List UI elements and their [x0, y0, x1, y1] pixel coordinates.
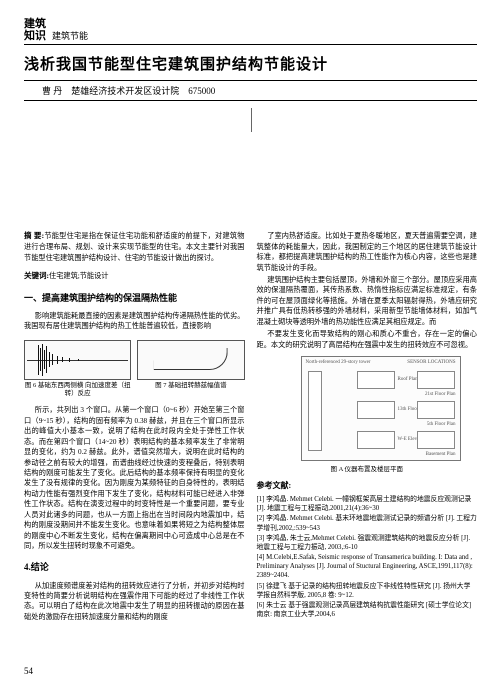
- page-header: 建筑 知识 建筑节能: [24, 18, 477, 45]
- figure-7: 图 7 基础扭转赫兹幅值谱: [137, 340, 244, 398]
- figure-6: 图 6 基础东西两侧横 向加速度差（扭转）反应: [24, 340, 131, 398]
- author-line: 曹 丹 楚雄经济技术开发区设计院 675000: [24, 80, 477, 101]
- author-name: 曹 丹: [42, 86, 62, 96]
- figure-row: 图 6 基础东西两侧横 向加速度差（扭转）反应 图 7 基础扭转赫兹幅值谱: [24, 340, 245, 398]
- journal-line1: 建筑: [24, 18, 46, 30]
- abstract-text: 节能型住宅是指在保证住宅功能和舒适度的前提下，对建筑物进行合理布局、规划、设计来…: [24, 232, 245, 261]
- left-column: 摘 要:节能型住宅是指在保证住宅功能和舒适度的前提下，对建筑物进行合理布局、规划…: [24, 231, 245, 624]
- left-para-1: 影响建筑能耗最直接的因素是建筑围护结构传递隔热性能的优劣。我国现有居住建筑围护结…: [24, 311, 245, 332]
- left-para-3: 从加速度频谱度差对结构的扭转效应进行了分析，并初步对结构时变特性的简要分析说明结…: [24, 581, 245, 623]
- keywords-label: 关键词:: [24, 271, 49, 280]
- center-divider: [251, 108, 252, 132]
- journal-line2: 知识: [24, 30, 46, 42]
- figure-7-graphic: [137, 340, 244, 380]
- abstract: 摘 要:节能型住宅是指在保证住宅功能和舒适度的前提下，对建筑物进行合理布局、规划…: [24, 231, 245, 263]
- figA-plan4: 5th Floor Plan: [427, 421, 456, 428]
- figure-6-caption: 图 6 基础东西两侧横 向加速度差（扭转）反应: [24, 382, 131, 398]
- header-rule: [24, 44, 477, 45]
- figA-title: North-referenced 29-story tower: [306, 359, 371, 366]
- figA-plan1: Roof Plan: [398, 376, 418, 383]
- journal-name: 建筑 知识: [24, 18, 46, 42]
- references-heading: 参考文献:: [257, 480, 478, 492]
- section-4-heading: 4.结论: [24, 561, 245, 574]
- reference-4: [4] M.Celebi,E.Safak, Seismic response o…: [257, 553, 478, 581]
- right-para-2: 建筑围护结构主要包括屋顶，外墙和外窗三个部分。屋顶应采用高效的保温隔热覆面，其传…: [257, 275, 478, 327]
- article-title: 浅析我国节能型住宅建筑围护结构节能设计: [24, 53, 477, 74]
- figA-plan5: Basement Plan: [426, 451, 456, 458]
- journal-sub: 建筑节能: [52, 29, 88, 42]
- author-affiliation: 楚雄经济技术开发区设计院: [71, 86, 179, 96]
- section-1-heading: 一、提高建筑围护结构的保温隔热性能: [24, 292, 245, 305]
- main-content: 摘 要:节能型住宅是指在保证住宅功能和舒适度的前提下，对建筑物进行合理布局、规划…: [24, 231, 477, 624]
- keywords: 关键词:住宅建筑;节能设计: [24, 271, 245, 282]
- right-para-1: 了室内热舒适度。比如处于夏热冬暖地区，夏天普遍需要空调，建筑整体的耗能量大，因此…: [257, 231, 478, 273]
- figure-7-caption: 图 7 基础扭转赫兹幅值谱: [137, 382, 244, 390]
- figure-a-graphic: North-referenced 29-story tower SENSOR L…: [301, 356, 461, 461]
- figA-plan2: 21st Floor Plan: [425, 391, 456, 398]
- keywords-text: 住宅建筑;节能设计: [49, 272, 109, 280]
- figure-a-caption: 图 A 仪器布置及楼层平面: [257, 465, 478, 474]
- reference-3: [3] 李鸿晶, 朱士云,Mehmet Celebi. 强震观测建筑结构的地震反…: [257, 534, 478, 552]
- reference-5: [5] 徐建飞 基于记录的结构扭转地震反应下非线性特性研究 [J]. 扬州大学学…: [257, 582, 478, 600]
- left-para-2: 所示，共列出 3 个窗口。从第一个窗口（0~6 秒）开始至第三个窗口（9~15 …: [24, 405, 245, 551]
- author-postcode: 675000: [188, 86, 215, 96]
- page-number: 54: [24, 666, 33, 676]
- right-column: 了室内热舒适度。比如处于夏热冬暖地区，夏天普遍需要空调，建筑整体的耗能量大，因此…: [257, 231, 478, 624]
- right-para-3: 不要发生变化而导致结构的刚心和质心不重合，存在一定的偏心距。本文的研究说明了高层…: [257, 329, 478, 350]
- figure-6-graphic: [24, 340, 131, 380]
- reference-6: [6] 朱士云 基于强震观测记录高层建筑结构抗震性能研究 [硕士学位论文] 南京…: [257, 601, 478, 619]
- abstract-label: 摘 要:: [24, 231, 44, 240]
- reference-2: [2] 李鸿晶. Mehmet Celebi. 基末环地震地震测试记录的频谱分析…: [257, 514, 478, 532]
- reference-1: [1] 李鸿晶. Mehmet Celebi. 一幢钢框架高层土建结构的地震反应…: [257, 495, 478, 513]
- figA-label-sensors: SENSOR LOCATIONS: [407, 359, 455, 366]
